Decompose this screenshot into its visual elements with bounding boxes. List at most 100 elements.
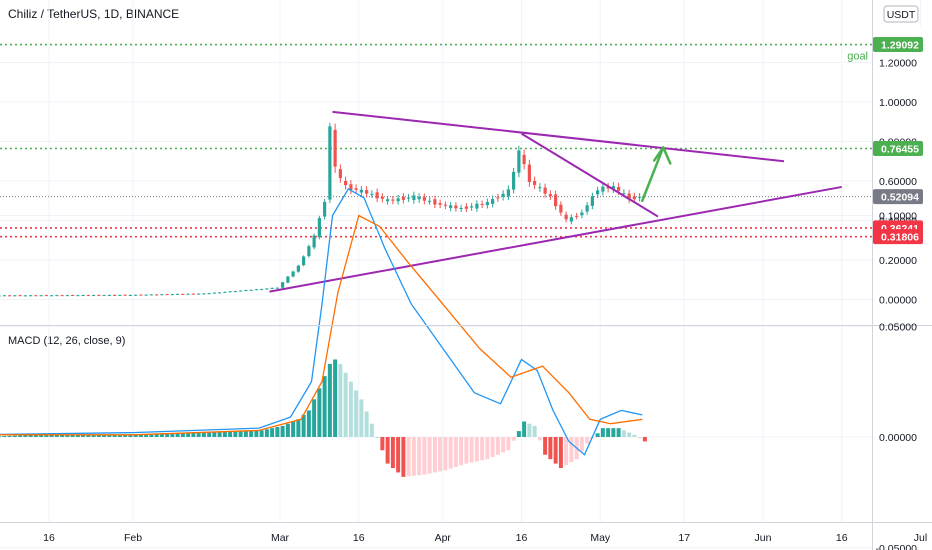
candle-body bbox=[18, 295, 22, 297]
candle-body bbox=[559, 204, 563, 213]
candle-body bbox=[412, 195, 416, 201]
macd-histogram-bar bbox=[595, 433, 600, 437]
candle-body bbox=[417, 196, 421, 200]
candle-body bbox=[123, 294, 127, 296]
macd-histogram-bar bbox=[642, 437, 647, 442]
candle-body bbox=[533, 181, 537, 185]
price-level-tag-label: 0.76455 bbox=[881, 144, 919, 156]
candle-body bbox=[491, 199, 495, 204]
candle-body bbox=[522, 154, 526, 165]
candle-body bbox=[212, 292, 216, 294]
candle-body bbox=[359, 189, 363, 193]
macd-histogram-bar bbox=[443, 437, 448, 471]
candle-body bbox=[596, 190, 600, 195]
macd-histogram-bar bbox=[448, 437, 453, 469]
horizontal-levels: goal bbox=[0, 43, 872, 238]
candle-body bbox=[506, 189, 510, 197]
candle-body bbox=[344, 180, 348, 186]
macd-histogram-bar bbox=[354, 390, 359, 437]
candle-body bbox=[270, 287, 274, 289]
time-axis-tick: May bbox=[590, 532, 611, 544]
macd-histogram-bar bbox=[480, 437, 485, 461]
macd-histogram-bar bbox=[380, 437, 385, 451]
candle-body bbox=[470, 206, 474, 208]
signal-line bbox=[0, 214, 643, 436]
goal-label: goal bbox=[847, 51, 868, 63]
macd-histogram-bar bbox=[464, 437, 469, 464]
candle-body bbox=[286, 276, 290, 283]
candle-body bbox=[428, 200, 432, 202]
macd-histogram-bar bbox=[123, 434, 128, 437]
currency-badge[interactable] bbox=[883, 5, 919, 23]
candle-body bbox=[580, 212, 584, 216]
macd-histogram-bar bbox=[228, 431, 233, 437]
candle-body bbox=[65, 295, 69, 297]
macd-histogram-bar bbox=[23, 435, 28, 437]
price-level-tag: 1.29092 bbox=[873, 37, 923, 53]
candle-body bbox=[81, 295, 85, 297]
candle-body bbox=[590, 196, 594, 206]
price-level-tag: 0.52094 bbox=[873, 189, 923, 205]
macd-histogram-bar bbox=[65, 434, 70, 437]
macd-histogram-bar bbox=[432, 437, 437, 473]
candle-body bbox=[527, 164, 531, 182]
macd-histogram-bar bbox=[291, 421, 296, 437]
candle-body bbox=[165, 294, 169, 296]
macd-histogram-bar bbox=[564, 437, 569, 466]
macd-histogram-bar bbox=[385, 437, 390, 464]
macd-histogram-bar bbox=[453, 437, 458, 467]
macd-histogram-bar bbox=[348, 381, 353, 437]
price-axis-tick: 1.00000 bbox=[879, 97, 917, 109]
candle-body bbox=[86, 295, 90, 297]
macd-histogram-bar bbox=[112, 434, 117, 437]
macd-histogram-bar bbox=[616, 428, 621, 437]
candle-body bbox=[375, 192, 379, 199]
candle-body bbox=[543, 187, 547, 194]
macd-histogram-bar bbox=[522, 421, 527, 437]
macd-histogram-bar bbox=[249, 430, 254, 437]
macd-histogram-bar bbox=[558, 437, 563, 469]
macd-histogram-bar bbox=[222, 431, 227, 437]
price-axis-tick: 0.60000 bbox=[879, 176, 917, 188]
candle-body bbox=[517, 150, 521, 173]
macd-histogram-bar bbox=[306, 410, 311, 437]
candle-body bbox=[307, 246, 311, 257]
macd-histogram-bar bbox=[364, 411, 369, 437]
macd-histogram-bar bbox=[511, 437, 516, 441]
candle-body bbox=[34, 295, 38, 297]
macd-histogram-bar bbox=[138, 434, 143, 437]
candle-body bbox=[260, 289, 264, 291]
macd-histogram-bar bbox=[585, 437, 590, 444]
macd-histogram-bar bbox=[207, 432, 212, 437]
candle-body bbox=[617, 186, 621, 191]
macd-histogram-bar bbox=[396, 437, 401, 473]
candle-body bbox=[365, 190, 369, 194]
candle-body bbox=[244, 290, 248, 292]
macd-histogram-bar bbox=[312, 399, 317, 437]
candle-body bbox=[485, 202, 489, 206]
candle-body bbox=[480, 203, 484, 205]
candle-body bbox=[50, 295, 54, 297]
price-axis-tick: 1.20000 bbox=[879, 58, 917, 70]
candle-body bbox=[29, 295, 33, 297]
candle-body bbox=[55, 295, 59, 297]
candle-body bbox=[176, 293, 180, 295]
macd-histogram-bar bbox=[0, 436, 2, 438]
candle-body bbox=[239, 290, 243, 292]
macd-title: MACD (12, 26, close, 9) bbox=[8, 335, 125, 347]
macd-histogram-bar bbox=[12, 435, 17, 437]
price-level-tag-label: 1.29092 bbox=[881, 40, 919, 52]
price-level-tag-bg bbox=[873, 141, 923, 157]
drawing-tools bbox=[269, 26, 932, 522]
candle-body bbox=[475, 203, 479, 209]
candle-body bbox=[464, 206, 468, 209]
time-axis-tick: Jun bbox=[755, 532, 772, 544]
time-axis-tick: 16 bbox=[516, 532, 528, 544]
macd-histogram-bar bbox=[501, 437, 506, 453]
candle-body bbox=[144, 294, 148, 296]
candle-body bbox=[118, 294, 122, 296]
candle-body bbox=[254, 289, 258, 291]
macd-histogram-bar bbox=[201, 432, 206, 437]
macd-lines bbox=[0, 188, 643, 456]
